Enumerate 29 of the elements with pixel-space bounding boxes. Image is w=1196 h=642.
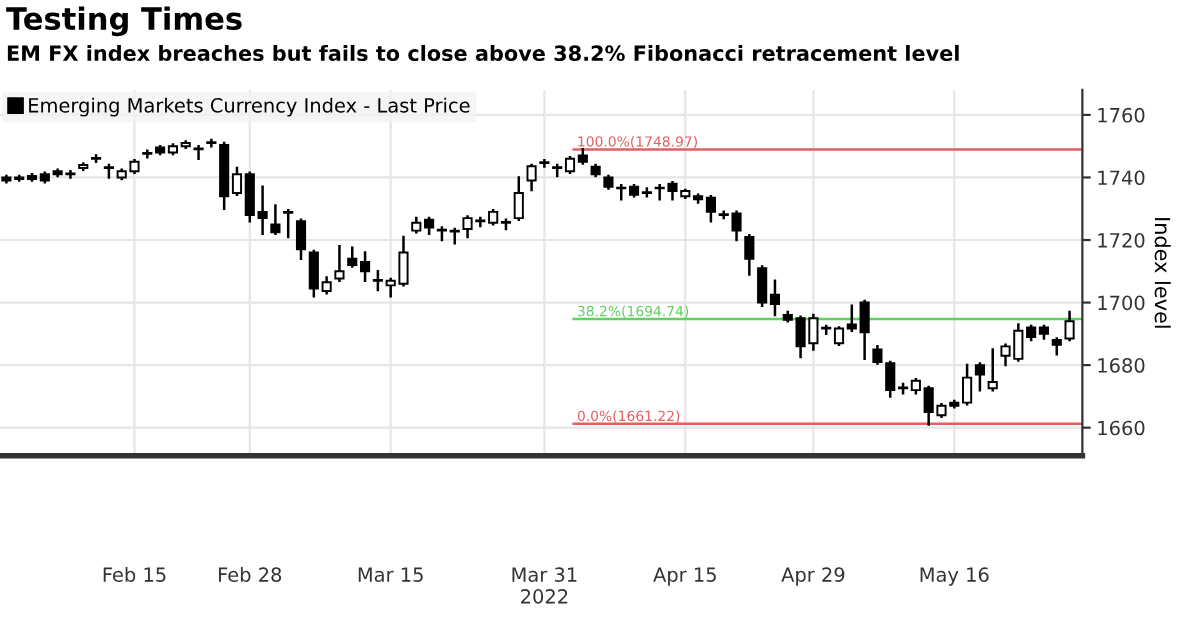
x-tick-label: Apr 29 (781, 567, 845, 586)
y-tick-label: 1720 (1098, 232, 1145, 248)
y-tick-label: 1700 (1098, 295, 1145, 311)
y-tick-label: 1680 (1098, 358, 1145, 373)
candlestick (744, 234, 755, 276)
legend-label: Emerging Markets Currency Index - Last Price (29, 97, 470, 117)
candlestick (974, 362, 985, 392)
y-axis-title: Index level (1154, 218, 1171, 328)
x-tick-label: Feb 28 (219, 566, 282, 582)
x-tick-label: Feb 15 (103, 566, 166, 582)
candlestick (270, 204, 281, 235)
y-tick-label: 1740 (1098, 170, 1145, 186)
chart-title: Testing Times (6, 6, 242, 37)
chart-subtitle: EM FX index breaches but fails to close above 38.2% Fibonacci retracement level (7, 44, 959, 62)
candlestick (334, 245, 345, 282)
candlestick (193, 144, 204, 160)
candlestick (206, 138, 217, 148)
y-tick-label: 1760 (1098, 107, 1145, 123)
candlestick (539, 159, 550, 168)
x-tick-label: May 16 (920, 567, 989, 586)
y-tick-label: 1660 (1098, 420, 1145, 436)
candlestick (295, 218, 307, 261)
candlestick (987, 348, 998, 392)
x-tick-label: Mar 15 (358, 567, 423, 582)
candlestick (513, 176, 524, 221)
x-tick-label: Mar 31 2022 (512, 567, 577, 604)
x-tick-label: Apr 15 (653, 567, 716, 586)
candlestick (283, 209, 294, 239)
candlestick (526, 163, 537, 192)
